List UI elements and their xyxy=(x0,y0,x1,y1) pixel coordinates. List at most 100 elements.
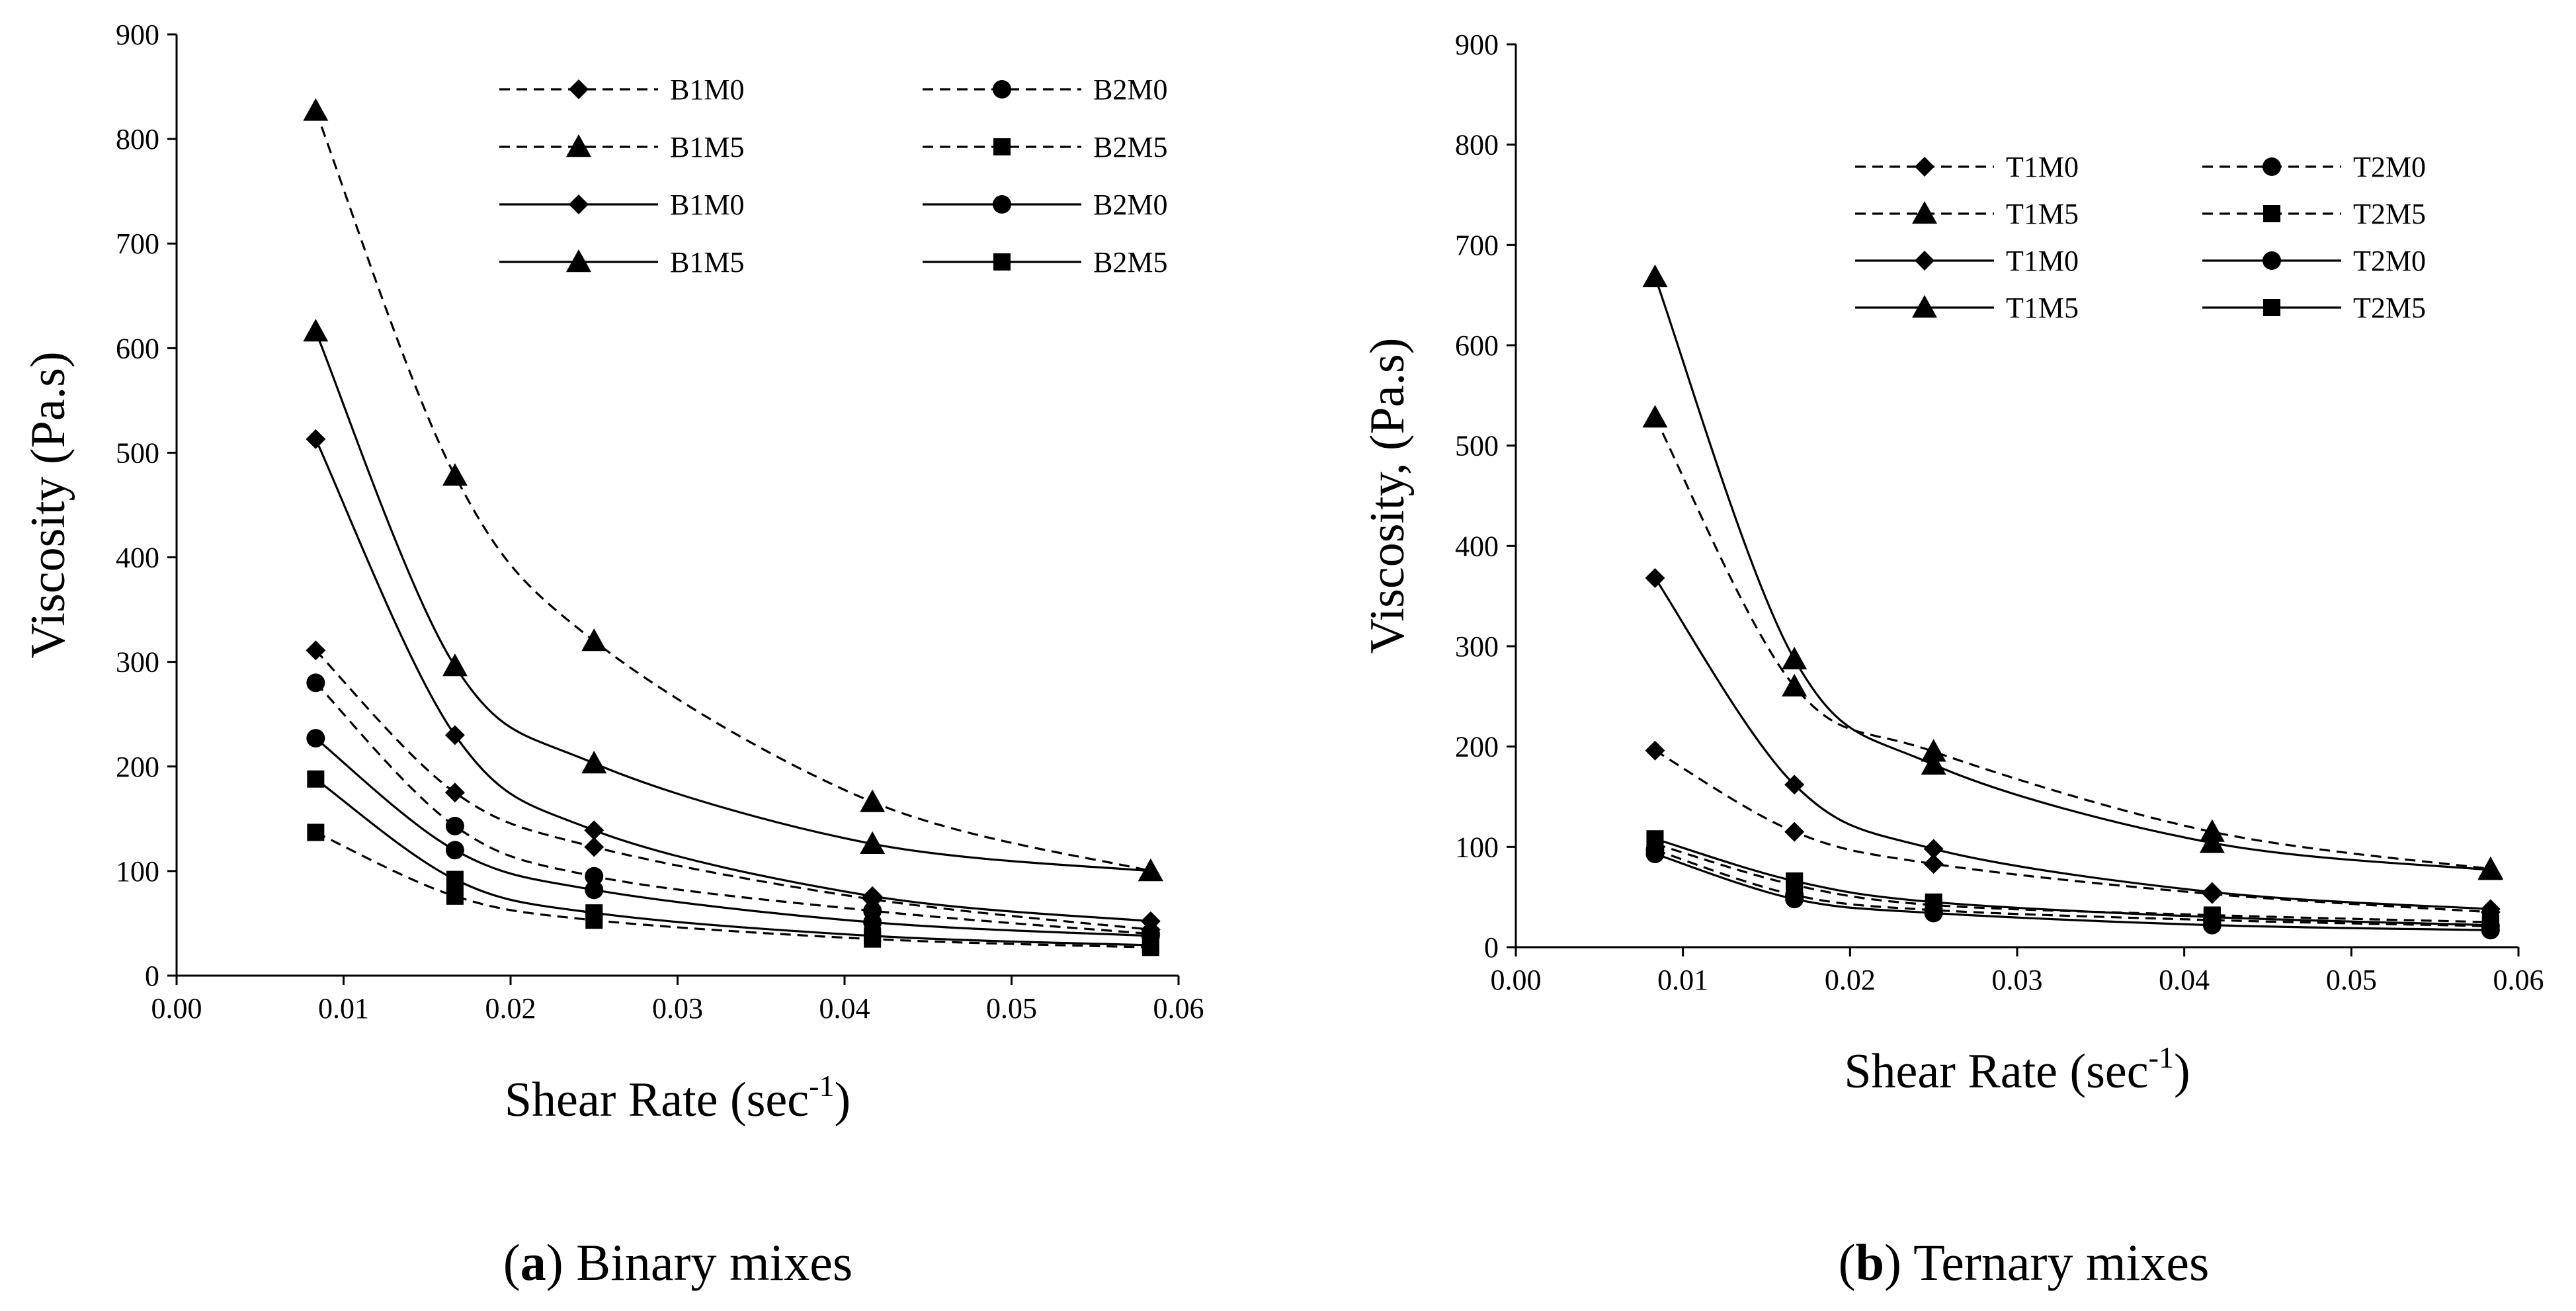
data-point-square xyxy=(1786,872,1804,890)
legend-label: B2M0 xyxy=(1093,73,1167,106)
series-B1M0-solid xyxy=(306,429,1161,931)
y-tick-label: 200 xyxy=(116,751,159,783)
series-line xyxy=(315,778,1151,947)
legend-label: T2M5 xyxy=(2353,292,2426,324)
y-tick-label: 100 xyxy=(116,855,159,888)
x-tick-label: 0.00 xyxy=(151,992,202,1025)
data-point-circle xyxy=(863,913,882,932)
legend-entry: T2M5 xyxy=(2202,198,2426,230)
series-T2M5-solid xyxy=(1646,830,2499,934)
data-point-triangle xyxy=(1138,858,1163,882)
x-axis-title: Shear Rate (sec-1) xyxy=(505,1069,851,1127)
series-line xyxy=(314,110,1151,872)
panel-caption: (b) Ternary mixes xyxy=(1839,1234,2210,1291)
legend-marker-circle xyxy=(2263,157,2281,176)
y-tick-label: 800 xyxy=(116,123,159,155)
legend-marker-circle xyxy=(2263,251,2281,270)
legend-marker-circle xyxy=(993,80,1011,99)
data-point-square xyxy=(585,904,603,922)
series-line xyxy=(1655,853,2491,931)
data-point-diamond xyxy=(584,837,604,857)
series-line xyxy=(1654,417,2491,870)
series-T1M0-solid xyxy=(1645,568,2501,919)
series-T2M5-dashed xyxy=(1646,835,2499,931)
data-point-circle xyxy=(306,673,325,693)
data-point-diamond xyxy=(2480,899,2501,919)
data-point-circle xyxy=(1645,844,1665,863)
chart-panel-ternary: 0 100 200 300 400 500 600 700 800 900 0.00 0.01 0.02… xyxy=(1360,28,2544,1291)
legend-marker-triangle xyxy=(566,249,591,273)
data-point-triangle xyxy=(1782,646,1807,669)
y-tick-label: 300 xyxy=(116,646,159,679)
data-point-diamond xyxy=(1645,568,1665,588)
series-line xyxy=(1653,276,2491,871)
data-point-diamond xyxy=(1645,740,1665,761)
legend-entry: B2M0 xyxy=(923,189,1167,221)
y-tick-label: 700 xyxy=(116,228,159,260)
data-point-square xyxy=(2203,908,2221,926)
legend-label: B1M5 xyxy=(670,131,744,163)
data-point-triangle xyxy=(1782,673,1807,697)
data-point-square xyxy=(446,887,464,905)
data-point-triangle xyxy=(442,463,468,486)
series-line xyxy=(315,650,1151,931)
data-point-diamond xyxy=(862,886,883,906)
legend-label: T2M0 xyxy=(2353,151,2426,183)
data-point-triangle xyxy=(1921,739,1946,762)
y-tick-label: 0 xyxy=(1484,931,1499,964)
x-tick-label: 0.02 xyxy=(485,992,536,1025)
y-tick-label: 600 xyxy=(1455,329,1499,362)
series-B2M0-dashed xyxy=(306,673,1160,943)
x-tick-label: 0.01 xyxy=(1657,964,1708,996)
x-tick-label: 0.00 xyxy=(1491,964,1542,996)
data-point-square xyxy=(1925,893,1942,911)
series-T1M5-solid xyxy=(1642,264,2503,880)
data-point-triangle xyxy=(581,628,607,652)
series-line xyxy=(315,737,1151,937)
legend-marker-square xyxy=(2263,205,2280,222)
legend-entry: B2M0 xyxy=(923,73,1167,106)
data-point-diamond xyxy=(2202,882,2222,902)
legend-marker-square xyxy=(2263,299,2280,316)
data-point-triangle xyxy=(1921,751,1946,775)
x-tick-label: 0.01 xyxy=(318,992,369,1025)
x-tick-label: 0.06 xyxy=(1153,992,1204,1025)
legend-label: T1M5 xyxy=(2006,198,2079,230)
legend-marker-diamond xyxy=(569,79,589,99)
y-axis-title: Viscosity, (Pa.s) xyxy=(1360,338,1415,654)
data-point-triangle xyxy=(303,98,329,121)
legend-entry: T1M5 xyxy=(1855,292,2079,324)
legend-entry: T1M0 xyxy=(1855,245,2079,277)
data-point-triangle xyxy=(860,789,886,812)
legend-label: B1M5 xyxy=(670,246,744,278)
legend-label: T1M0 xyxy=(2006,245,2079,277)
legend: B1M0 B2M0 B1M5 B2M5 B1M0 B2M0 B1M5 B2M5 xyxy=(499,73,1167,278)
series-T1M5-dashed xyxy=(1642,405,2503,879)
legend-label: T2M5 xyxy=(2353,198,2426,230)
data-point-circle xyxy=(445,816,464,835)
series-line xyxy=(314,331,1151,872)
data-point-triangle xyxy=(303,319,329,342)
series-line xyxy=(1654,577,2491,910)
data-point-triangle xyxy=(860,831,886,854)
data-point-diamond xyxy=(1784,775,1805,795)
legend-label: T2M0 xyxy=(2353,245,2426,277)
y-tick-label: 0 xyxy=(145,960,159,992)
legend-label: B2M0 xyxy=(1093,189,1167,221)
legend-label: B2M5 xyxy=(1093,246,1167,278)
legend-entry: T2M0 xyxy=(2202,245,2426,277)
series-line xyxy=(1654,749,2491,913)
panel-caption: (a) Binary mixes xyxy=(503,1234,853,1291)
data-point-circle xyxy=(1785,890,1804,909)
data-point-circle xyxy=(445,841,464,860)
data-point-diamond xyxy=(584,820,604,841)
legend-marker-square xyxy=(993,253,1011,271)
data-point-square xyxy=(864,927,882,945)
y-tick-label: 900 xyxy=(1455,28,1499,61)
data-point-diamond xyxy=(1923,839,1944,859)
data-point-diamond xyxy=(444,782,465,803)
legend-marker-circle xyxy=(993,195,1011,214)
y-tick-label: 600 xyxy=(116,332,159,364)
y-tick-label: 100 xyxy=(1455,831,1499,863)
